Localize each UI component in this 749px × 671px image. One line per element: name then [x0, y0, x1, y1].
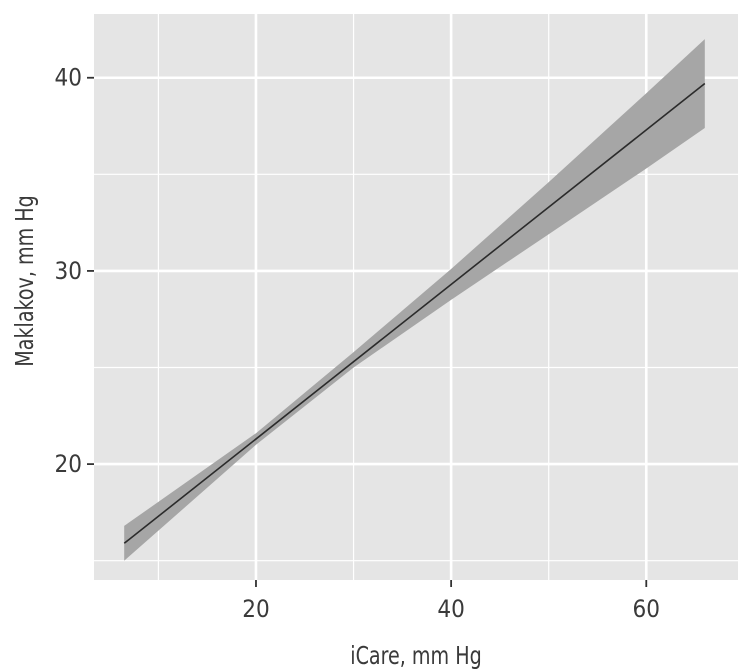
x-tick-label: 60	[633, 595, 660, 623]
y-tick-label: 40	[55, 64, 82, 92]
y-axis-title: Maklakov, mm Hg	[10, 195, 39, 367]
axes: 20 40 60 20 30 40	[55, 64, 660, 623]
x-tick-label: 20	[242, 595, 269, 623]
y-tick-label: 30	[55, 257, 82, 285]
x-tick-label: 40	[437, 595, 464, 623]
y-tick-label: 20	[55, 450, 82, 478]
confidence-band	[124, 39, 705, 561]
x-axis-title: iCare, mm Hg	[350, 641, 481, 670]
regression-line	[123, 82, 706, 544]
